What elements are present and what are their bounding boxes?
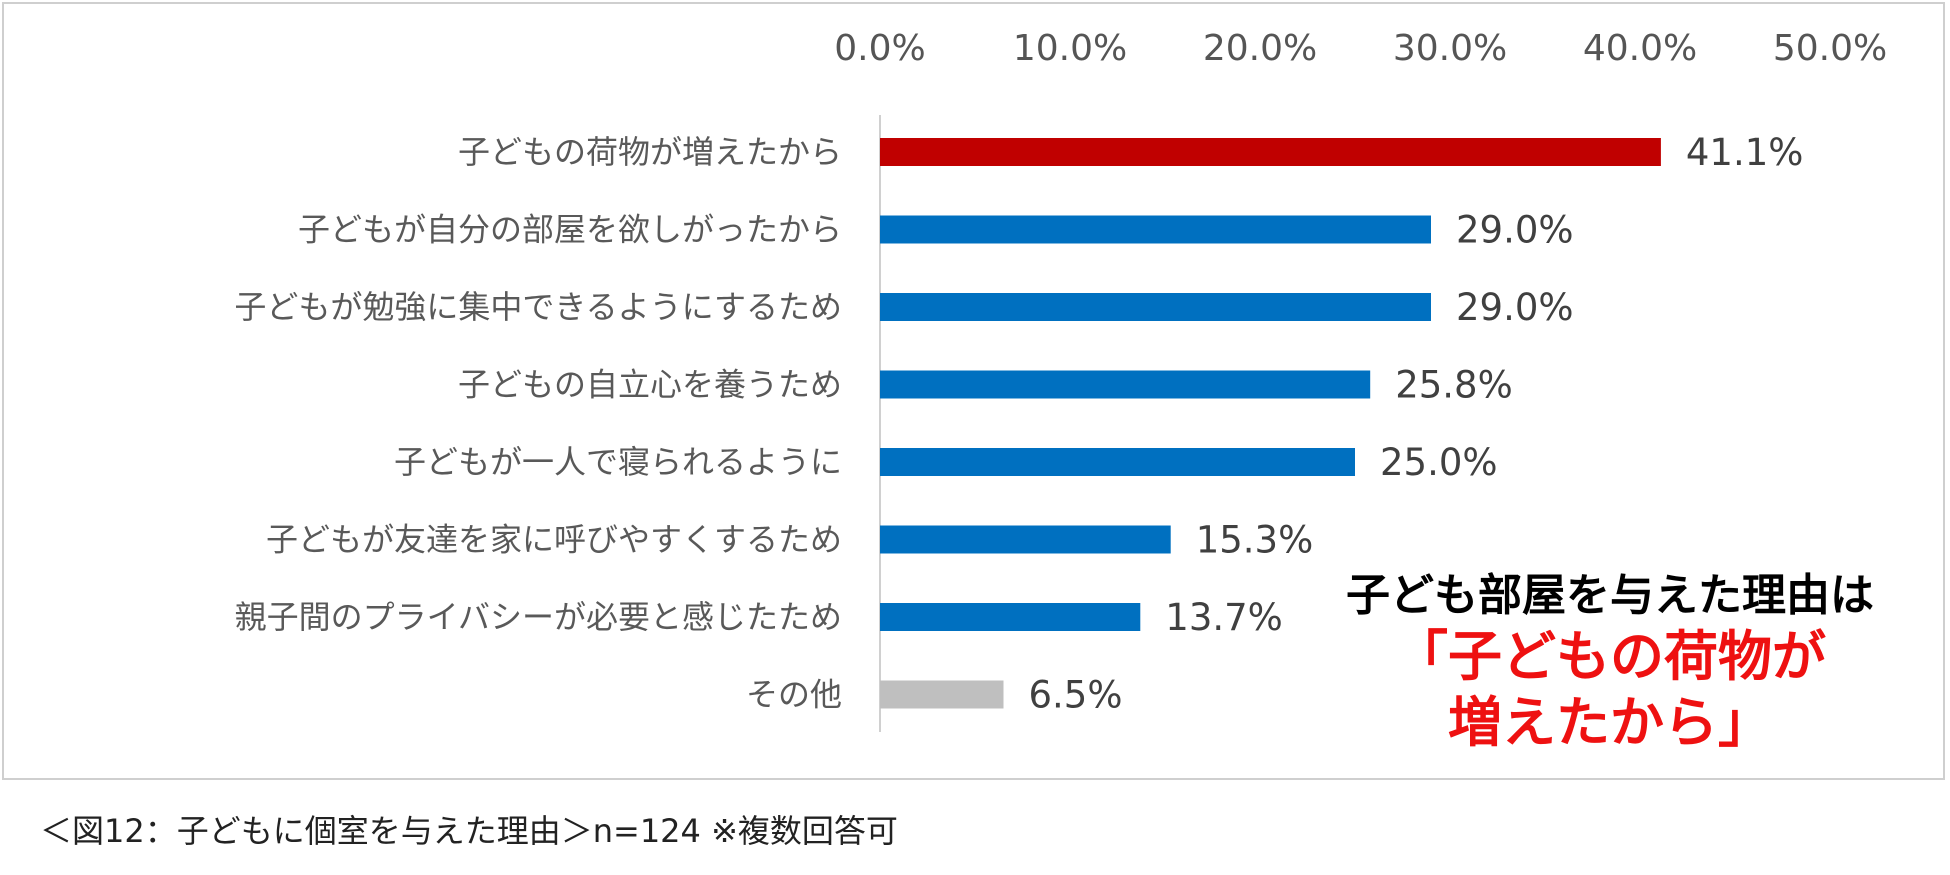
category-label: 子どもの自立心を養うため xyxy=(458,366,842,404)
x-tick-label: 0.0% xyxy=(834,28,925,69)
x-tick-label: 30.0% xyxy=(1393,28,1507,69)
x-tick-label: 50.0% xyxy=(1773,28,1887,69)
data-label: 41.1% xyxy=(1686,131,1804,174)
category-label: 子どもが友達を家に呼びやすくするため xyxy=(266,521,842,559)
data-label: 25.0% xyxy=(1380,441,1498,484)
callout-title: 子ども部屋を与えた理由は xyxy=(1346,570,1874,621)
category-label: 子どもが一人で寝られるように xyxy=(394,443,842,481)
bar xyxy=(880,138,1661,166)
data-label: 29.0% xyxy=(1456,286,1574,329)
bar xyxy=(880,603,1141,631)
data-label: 15.3% xyxy=(1196,519,1314,562)
bar xyxy=(880,370,1371,399)
data-label: 29.0% xyxy=(1456,209,1574,252)
bar xyxy=(880,525,1171,554)
x-tick-label: 10.0% xyxy=(1013,28,1127,69)
bar xyxy=(880,448,1355,476)
chart-frame xyxy=(2,2,1945,780)
data-label: 6.5% xyxy=(1029,674,1123,717)
bar xyxy=(880,680,1004,709)
category-label: 子どもの荷物が増えたから xyxy=(458,133,842,171)
bar xyxy=(880,215,1431,244)
callout-box: 子ども部屋を与えた理由は 「子どもの荷物が 増えたから」 xyxy=(1310,568,1910,756)
data-label: 13.7% xyxy=(1165,596,1283,639)
callout-emphasis-line2: 増えたから」 xyxy=(1448,691,1772,754)
category-label: 親子間のプライバシーが必要と感じたため xyxy=(235,598,842,636)
x-tick-label: 40.0% xyxy=(1583,28,1697,69)
data-label: 25.8% xyxy=(1395,364,1513,407)
callout-emphasis-line1: 「子どもの荷物が xyxy=(1394,625,1826,688)
bar xyxy=(880,293,1431,321)
category-label: 子どもが勉強に集中できるようにするため xyxy=(234,288,842,326)
x-tick-label: 20.0% xyxy=(1203,28,1317,69)
category-label: その他 xyxy=(746,676,842,714)
figure-caption: ＜図12：子どもに個室を与えた理由＞n=124 ※複数回答可 xyxy=(40,812,898,850)
category-label: 子どもが自分の部屋を欲しがったから xyxy=(298,211,842,249)
